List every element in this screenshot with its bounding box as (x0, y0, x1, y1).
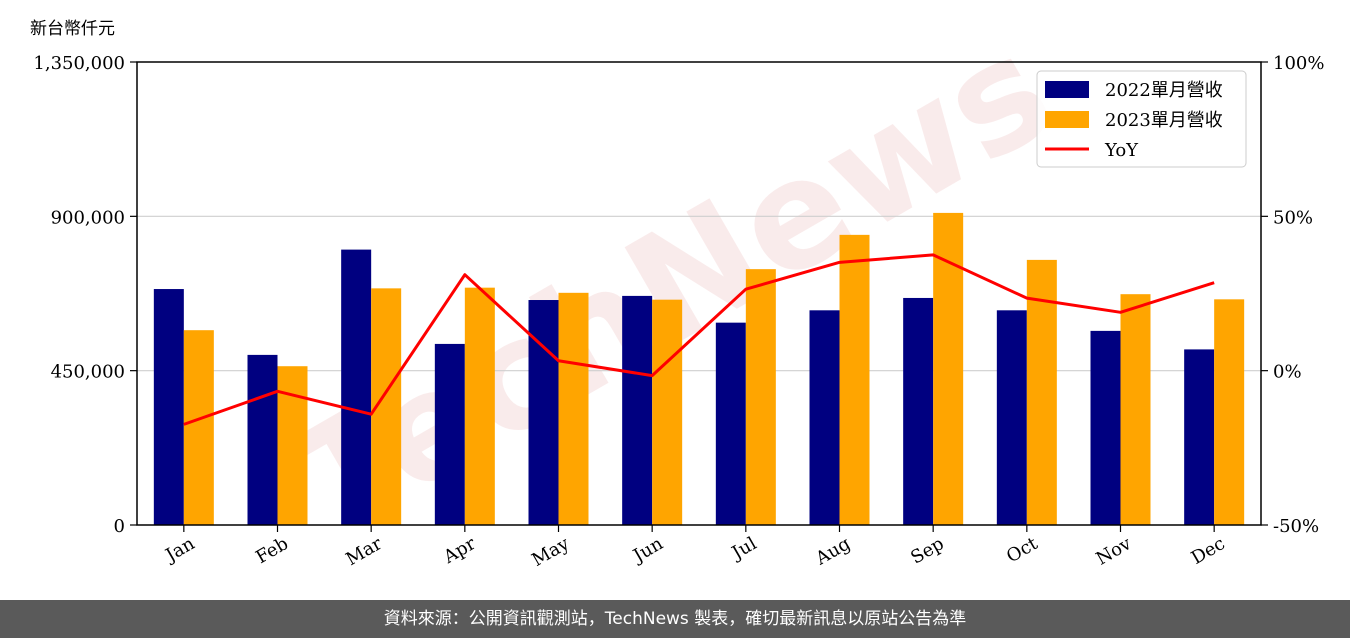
bar-2023 (1120, 294, 1151, 525)
y-tick-label: 1,350,000 (33, 53, 125, 74)
y2-tick-label: 100% (1273, 53, 1324, 74)
bar-2022 (528, 300, 559, 525)
bar-2023 (1026, 259, 1057, 525)
y-tick-label: 0 (114, 516, 125, 537)
plot-frame (136, 61, 1262, 526)
bar-2022 (434, 343, 465, 525)
y2-tick-label: 50% (1273, 207, 1313, 228)
y-tick-label: 900,000 (51, 207, 125, 228)
yoy-line-group (183, 253, 1215, 426)
x-tick-label: Jun (628, 533, 667, 568)
bar-2022 (903, 297, 934, 525)
bar-2022 (715, 322, 746, 525)
legend-label: 2022單月營收 (1105, 80, 1223, 101)
bar-2023 (558, 292, 589, 525)
y-tick-label: 450,000 (51, 362, 125, 383)
x-tick-label: Dec (1188, 533, 1229, 569)
bar-2023 (933, 212, 964, 526)
yoy-line (183, 253, 1215, 426)
x-tick-label: May (528, 533, 573, 571)
y2-tick-label: 0% (1273, 362, 1302, 383)
legend-label: YoY (1104, 140, 1139, 161)
bar-2023 (464, 287, 495, 525)
legend-swatch (1045, 81, 1089, 98)
legend: 2022單月營收 2023單月營收 YoY (1036, 70, 1247, 168)
bar-2023 (183, 330, 214, 525)
x-tick-label: Apr (439, 533, 479, 568)
bar-2022 (622, 295, 653, 525)
bars (153, 212, 1245, 526)
x-tick-label: Feb (252, 533, 292, 568)
y-axis-unit-label: 新台幣仟元 (30, 19, 115, 39)
x-tick-label: Jan (161, 533, 199, 567)
x-tick-label: Aug (811, 533, 854, 570)
revenue-chart: TechNews 0450,000900,0001,350,000-50%0%5… (33, 2, 1324, 571)
x-tick-label: Nov (1093, 533, 1136, 570)
source-footer: 資料來源：公開資訊觀測站，TechNews 製表，確切最新訊息以原站公告為準 (0, 600, 1350, 638)
bar-2023 (277, 366, 308, 525)
x-tick-label: Jul (727, 533, 761, 565)
gridlines (137, 215, 1261, 372)
bar-2022 (1090, 330, 1121, 525)
bar-2022 (1184, 349, 1215, 525)
x-tick-label: Oct (1003, 533, 1042, 568)
bar-2023 (745, 269, 776, 525)
bar-2022 (247, 354, 278, 525)
x-tick-label: Sep (907, 533, 947, 568)
bar-2022 (996, 310, 1027, 525)
y2-tick-label: -50% (1273, 516, 1319, 537)
legend-label: 2023單月營收 (1105, 110, 1223, 131)
bar-2023 (1214, 299, 1245, 525)
bar-2023 (839, 234, 870, 525)
legend-box (1036, 70, 1247, 168)
bar-2022 (809, 310, 840, 525)
bar-2022 (341, 249, 372, 525)
legend-swatch (1045, 111, 1089, 128)
bar-2023 (652, 299, 683, 525)
bar-2022 (153, 289, 184, 525)
